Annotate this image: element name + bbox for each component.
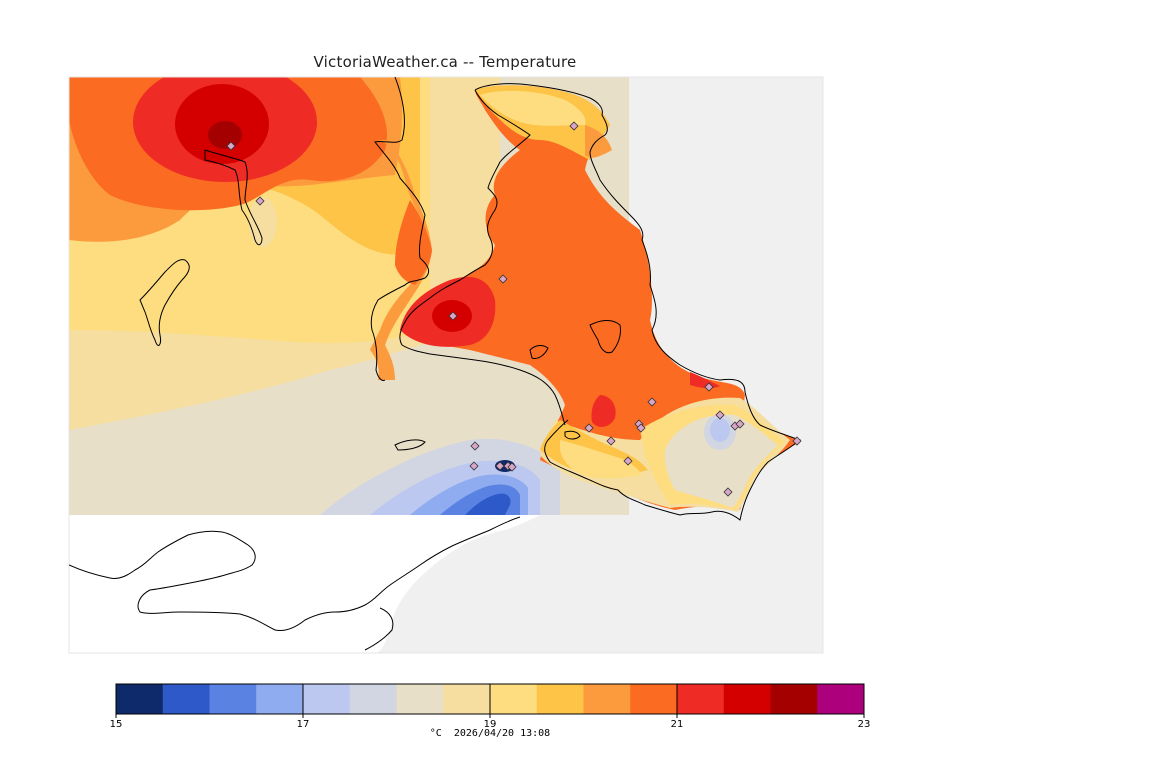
legend-swatch <box>396 684 444 714</box>
contour-field-east <box>370 85 800 512</box>
legend-swatch <box>583 684 631 714</box>
legend-swatch <box>303 684 351 714</box>
legend-swatch <box>209 684 257 714</box>
station-markers <box>226 121 802 497</box>
legend-swatch <box>443 684 491 714</box>
legend-swatch <box>162 684 210 714</box>
legend-swatch <box>630 684 678 714</box>
timestamp: 2026/04/20 13:08 <box>453 728 551 739</box>
legend-tick-label: 17 <box>297 719 310 730</box>
coastlines <box>69 77 802 651</box>
legend-footer: °C 2026/04/20 13:08 <box>340 728 640 739</box>
unit-label: °C <box>429 728 442 739</box>
legend-tick-label: 15 <box>110 719 123 730</box>
contour-field-west <box>69 77 629 515</box>
legend-swatch <box>770 684 818 714</box>
no-data-region <box>69 515 540 653</box>
map-frame <box>68 76 824 654</box>
legend-swatch <box>116 684 164 714</box>
map-title: VictoriaWeather.ca -- Temperature <box>313 53 577 71</box>
legend-swatch <box>817 684 865 714</box>
legend-swatch <box>490 684 538 714</box>
legend-swatch <box>677 684 725 714</box>
legend-tick-label: 19 <box>484 719 497 730</box>
legend-swatch <box>256 684 304 714</box>
legend-swatch <box>536 684 584 714</box>
legend-swatch <box>723 684 771 714</box>
legend-tick-label: 23 <box>858 719 871 730</box>
legend-tick-label: 21 <box>671 719 684 730</box>
legend-swatch <box>349 684 397 714</box>
